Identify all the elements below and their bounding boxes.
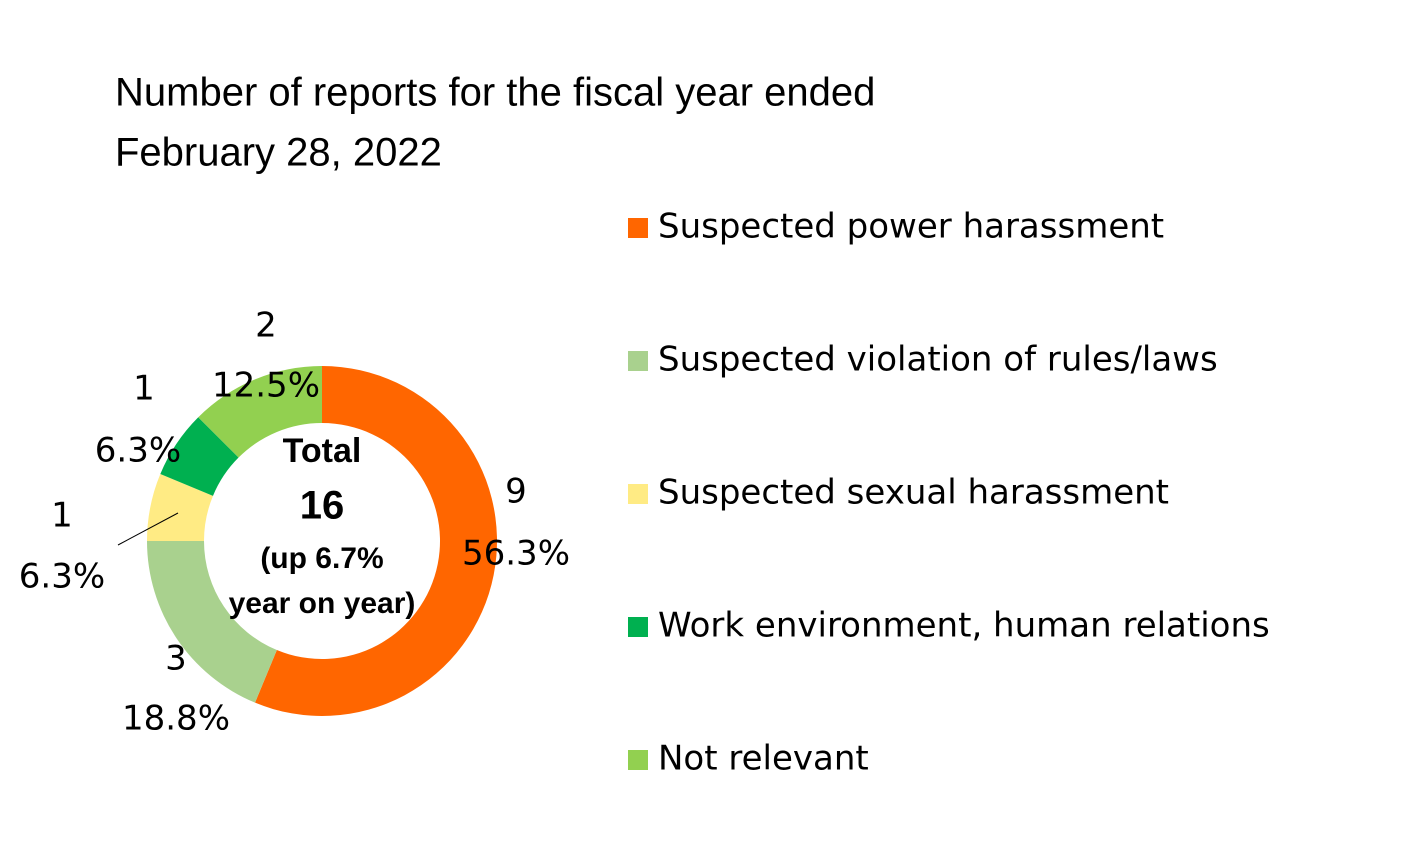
data-label-count: 1 — [51, 496, 73, 536]
data-label-percent: 6.3% — [95, 431, 181, 471]
center-text: 16 — [300, 484, 345, 528]
data-label-count: 3 — [165, 639, 187, 679]
center-text: (up 6.7% — [260, 542, 383, 575]
data-label-count: 1 — [133, 369, 155, 409]
legend-label: Not relevant — [658, 739, 869, 779]
legend-label: Suspected sexual harassment — [658, 473, 1169, 513]
legend-label: Suspected violation of rules/laws — [658, 340, 1218, 380]
data-label-percent: 56.3% — [462, 534, 570, 574]
donut-slice — [198, 366, 322, 458]
data-label-count: 2 — [255, 306, 277, 346]
center-text: Total — [283, 432, 362, 470]
data-label-count: 9 — [505, 472, 527, 512]
center-text: year on year) — [229, 587, 416, 620]
donut-slice — [147, 474, 213, 541]
legend-swatch — [628, 617, 648, 637]
chart-title: February 28, 2022 — [115, 131, 442, 175]
data-label-percent: 18.8% — [122, 699, 230, 739]
data-label-percent: 6.3% — [19, 557, 105, 597]
legend-swatch — [628, 351, 648, 371]
legend-label: Suspected power harassment — [658, 207, 1164, 247]
legend-swatch — [628, 484, 648, 504]
data-label-percent: 12.5% — [212, 366, 320, 406]
chart-title: Number of reports for the fiscal year en… — [115, 71, 875, 115]
leader-line — [117, 512, 179, 546]
legend-swatch — [628, 218, 648, 238]
legend-label: Work environment, human relations — [658, 606, 1270, 646]
legend-swatch — [628, 750, 648, 770]
donut-slice — [255, 365, 498, 716]
donut-slice — [160, 417, 239, 496]
donut-slice — [146, 541, 277, 703]
